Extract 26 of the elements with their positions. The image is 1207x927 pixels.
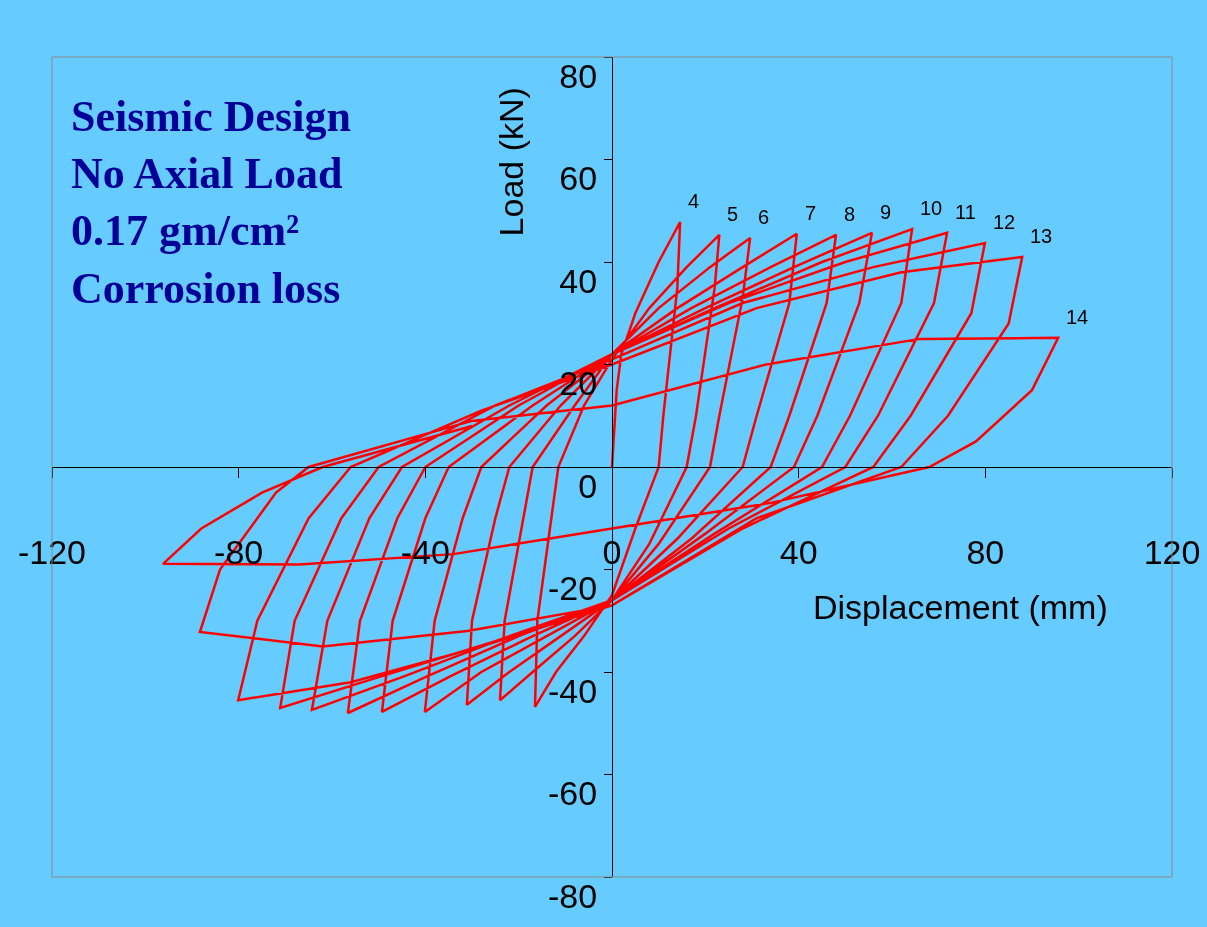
annotation: 14 bbox=[1066, 306, 1089, 328]
y-tick-label: -80 bbox=[548, 876, 598, 915]
x-tick-label: -120 bbox=[17, 532, 87, 571]
y-tick-label: -40 bbox=[548, 671, 598, 710]
annotation: 6 bbox=[758, 206, 770, 228]
x-tick-label: 40 bbox=[779, 532, 818, 571]
annotation: 8 bbox=[844, 203, 856, 225]
x-axis-title: Displacement (mm) bbox=[813, 588, 1108, 626]
annotation: 5 bbox=[727, 203, 739, 225]
y-tick-label: 0 bbox=[578, 466, 598, 505]
annotation: 7 bbox=[805, 202, 817, 224]
y-tick-label: -20 bbox=[548, 569, 598, 608]
annotation: 9 bbox=[880, 201, 892, 223]
x-tick-label: 120 bbox=[1143, 532, 1201, 571]
annotation: 13 bbox=[1030, 225, 1053, 247]
y-tick-label: -60 bbox=[548, 774, 598, 813]
annotation: 10 bbox=[920, 197, 943, 219]
text: Seismic Design No Axial Load 0.17 gm/cm² Corrosion loss bbox=[71, 92, 351, 313]
annotation: 11 bbox=[955, 201, 976, 223]
annotation: 4 bbox=[688, 190, 700, 212]
y-tick-label: 40 bbox=[559, 261, 598, 300]
annotation: 12 bbox=[993, 211, 1016, 233]
y-axis-title: Load (kN) bbox=[492, 87, 530, 237]
y-tick-label: 60 bbox=[559, 159, 598, 198]
x-tick-label: 80 bbox=[966, 532, 1005, 571]
y-tick-label: 80 bbox=[559, 56, 598, 95]
